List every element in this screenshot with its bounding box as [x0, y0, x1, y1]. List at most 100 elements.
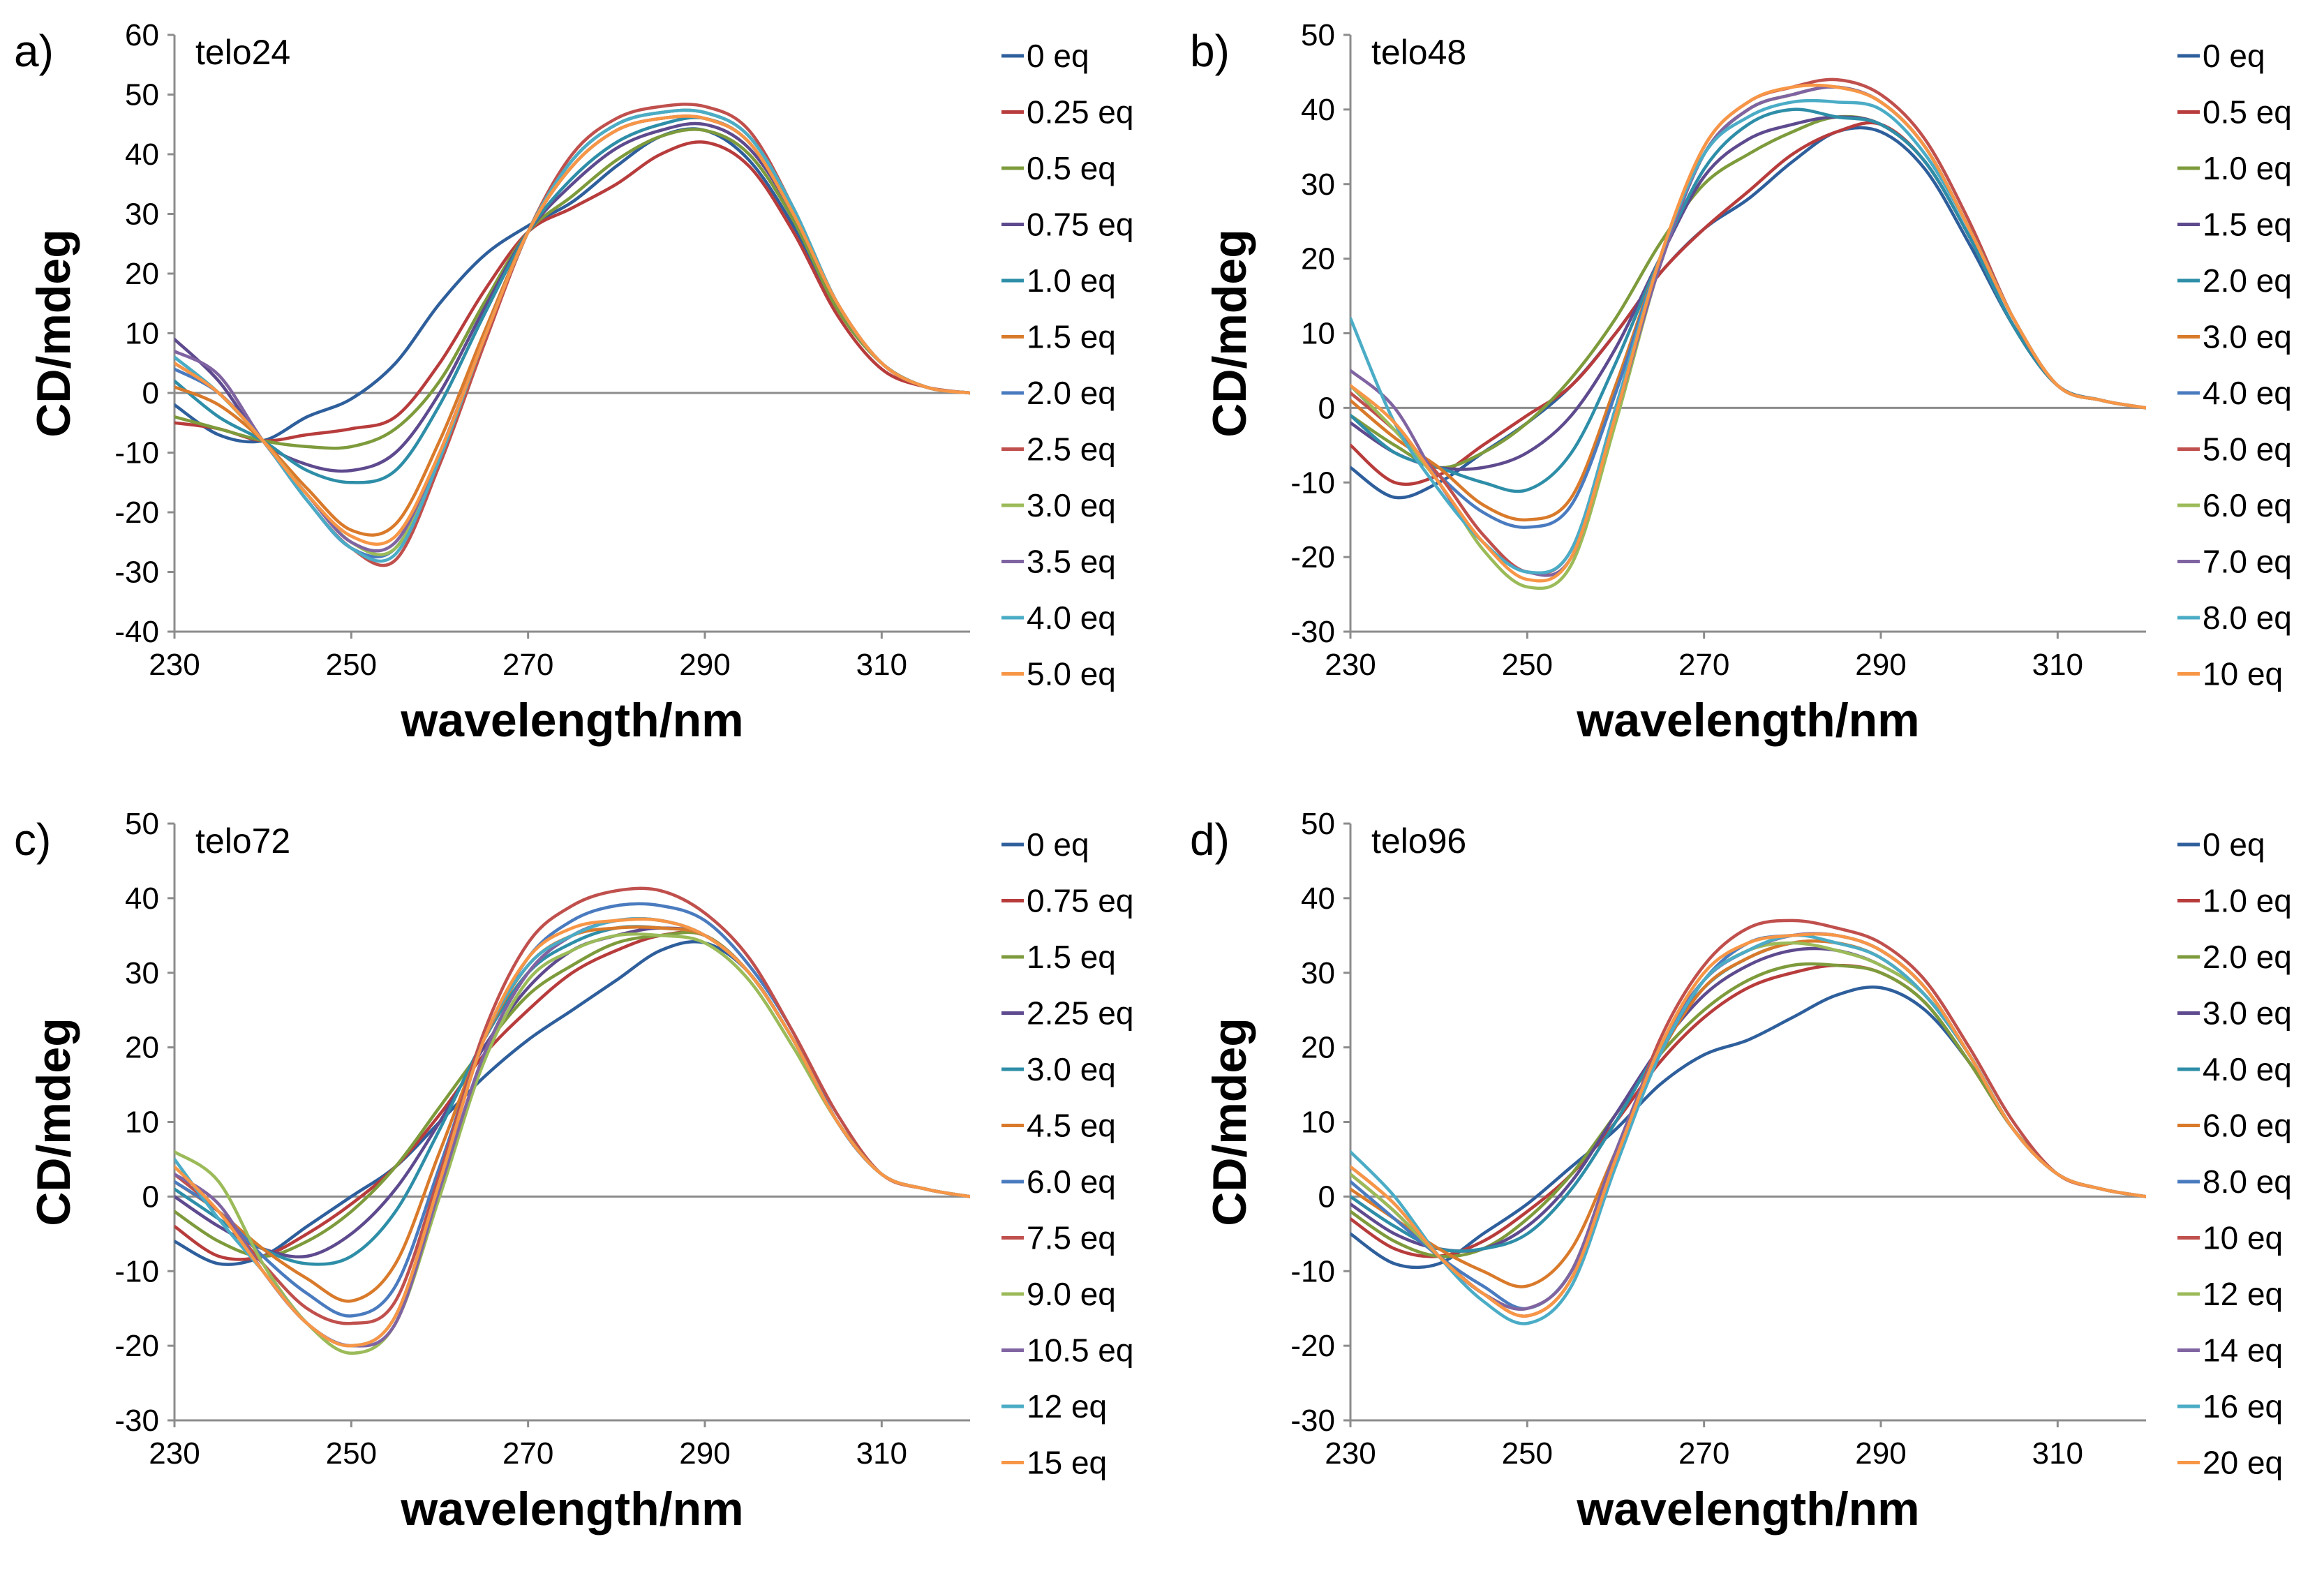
- y-tick-label: -10: [114, 1254, 159, 1288]
- x-axis-title: wavelength/nm: [1576, 694, 1919, 747]
- x-tick-label: 310: [2032, 1436, 2083, 1471]
- legend: 0 eq 1.0 eq 2.0 eq 3.0 eq 4.0 eq 6.0 eq 8.0 eq…: [2177, 826, 2292, 1481]
- series-line: [174, 116, 970, 484]
- series-line: [174, 930, 970, 1258]
- y-tick-label: 20: [1301, 242, 1335, 276]
- legend-entry-label: 2.0 eq: [2203, 262, 2292, 299]
- x-tick-label: 230: [1325, 648, 1376, 682]
- legend-entry-label: 10 eq: [2203, 656, 2283, 692]
- legend-entry-label: 3.0 eq: [1027, 1051, 1116, 1087]
- sample-label: telo24: [195, 33, 290, 72]
- legend-entry-label: 8.0 eq: [2203, 600, 2292, 636]
- series-line: [174, 926, 970, 1259]
- series-line: [174, 114, 970, 546]
- x-tick-label: 310: [856, 1436, 907, 1471]
- legend-entry-label: 9.0 eq: [1027, 1276, 1116, 1312]
- chart-panel-telo72: -30 -20 -10 0 10 20 30 40 50 230 250 270 290 310 wavel…: [14, 807, 1133, 1535]
- x-tick-label: 270: [502, 648, 553, 682]
- sample-label: telo48: [1371, 33, 1466, 72]
- x-tick-label: 250: [1502, 648, 1553, 682]
- y-tick-label: 20: [1301, 1031, 1335, 1065]
- y-axis-title: CD/mdeg: [27, 1018, 80, 1226]
- legend-entry-label: 2.25 eq: [1027, 995, 1133, 1032]
- y-tick-label: 0: [142, 1180, 159, 1214]
- legend-entry-label: 7.5 eq: [1027, 1220, 1116, 1256]
- y-tick-label: -20: [114, 496, 159, 530]
- legend-entry-label: 0.25 eq: [1027, 94, 1133, 131]
- y-tick-label: 40: [1301, 882, 1335, 916]
- sample-label: telo72: [195, 821, 290, 861]
- legend-entry-label: 1.0 eq: [2203, 883, 2292, 919]
- legend-entry-label: 1.5 eq: [1027, 319, 1116, 355]
- y-tick-label: 30: [125, 198, 159, 232]
- y-tick-label: 50: [125, 807, 159, 841]
- y-tick-label: 60: [125, 18, 159, 52]
- legend-entry-label: 0.75 eq: [1027, 883, 1133, 919]
- legend-entry-label: 3.5 eq: [1027, 544, 1116, 580]
- series-line: [1350, 85, 2146, 590]
- legend-entry-label: 20 eq: [2203, 1445, 2283, 1481]
- y-axis-title: CD/mdeg: [27, 229, 80, 437]
- legend-entry-label: 6.0 eq: [2203, 1108, 2292, 1144]
- x-axis-title: wavelength/nm: [1576, 1482, 1919, 1535]
- y-tick-label: -30: [114, 1404, 159, 1438]
- x-tick-label: 290: [1855, 648, 1906, 682]
- legend-entry-label: 16 eq: [2203, 1388, 2283, 1425]
- legend-entry-label: 2.0 eq: [1027, 375, 1116, 411]
- y-tick-label: 40: [1301, 93, 1335, 127]
- x-axis-title: wavelength/nm: [400, 694, 743, 747]
- y-tick-label: -40: [114, 615, 159, 649]
- legend-entry-label: 4.0 eq: [2203, 375, 2292, 411]
- y-tick-label: -20: [114, 1329, 159, 1363]
- y-tick-label: 30: [1301, 168, 1335, 202]
- y-axis-title: CD/mdeg: [1203, 1018, 1256, 1226]
- y-tick-label: 0: [1318, 1180, 1335, 1214]
- y-tick-label: 0: [1318, 391, 1335, 425]
- y-tick-label: 20: [125, 1031, 159, 1065]
- x-tick-label: 270: [502, 1436, 553, 1471]
- x-tick-label: 290: [679, 648, 730, 682]
- x-tick-label: 310: [856, 648, 907, 682]
- x-tick-label: 250: [1502, 1436, 1553, 1471]
- legend-entry-label: 0 eq: [2203, 826, 2265, 863]
- legend-entry-label: 2.0 eq: [2203, 939, 2292, 975]
- legend-entry-label: 4.0 eq: [2203, 1051, 2292, 1087]
- x-tick-label: 230: [149, 648, 200, 682]
- y-tick-label: 50: [1301, 18, 1335, 52]
- series-line: [1350, 115, 2146, 471]
- legend-entry-label: 4.0 eq: [1027, 600, 1116, 636]
- legend-entry-label: 1.0 eq: [1027, 262, 1116, 299]
- legend: 0 eq 0.5 eq 1.0 eq 1.5 eq 2.0 eq 3.0 eq 4.0 eq…: [2177, 38, 2292, 692]
- x-tick-label: 290: [679, 1436, 730, 1471]
- series-lines: [1350, 77, 2146, 590]
- series-line: [174, 127, 970, 444]
- legend-entry-label: 0.75 eq: [1027, 207, 1133, 243]
- series-lines: [174, 103, 970, 567]
- legend-entry-label: 12 eq: [2203, 1276, 2283, 1312]
- legend-entry-label: 1.5 eq: [1027, 939, 1116, 975]
- y-tick-label: -20: [1290, 1329, 1335, 1363]
- y-tick-label: -20: [1290, 540, 1335, 574]
- legend-entry-label: 3.0 eq: [1027, 487, 1116, 523]
- series-line: [1350, 963, 2146, 1258]
- legend-entry-label: 1.5 eq: [2203, 207, 2292, 243]
- legend-entry-label: 0 eq: [1027, 826, 1089, 863]
- panel-label: b): [1190, 26, 1230, 76]
- legend-entry-label: 14 eq: [2203, 1332, 2283, 1369]
- legend-entry-label: 12 eq: [1027, 1388, 1107, 1425]
- series-line: [174, 128, 970, 450]
- panel-label: d): [1190, 815, 1230, 865]
- panel-label: c): [14, 815, 51, 865]
- y-tick-label: 10: [125, 1106, 159, 1140]
- legend-entry-label: 2.5 eq: [1027, 431, 1116, 468]
- y-tick-label: -10: [1290, 466, 1335, 500]
- legend-entry-label: 5.0 eq: [1027, 656, 1116, 692]
- legend-entry-label: 0 eq: [2203, 38, 2265, 74]
- series-lines: [174, 886, 970, 1355]
- y-tick-label: 40: [125, 882, 159, 916]
- legend-entry-label: 15 eq: [1027, 1445, 1107, 1481]
- series-line: [1350, 126, 2146, 500]
- series-line: [1350, 939, 2146, 1288]
- x-tick-label: 270: [1678, 1436, 1729, 1471]
- legend-entry-label: 8.0 eq: [2203, 1163, 2292, 1200]
